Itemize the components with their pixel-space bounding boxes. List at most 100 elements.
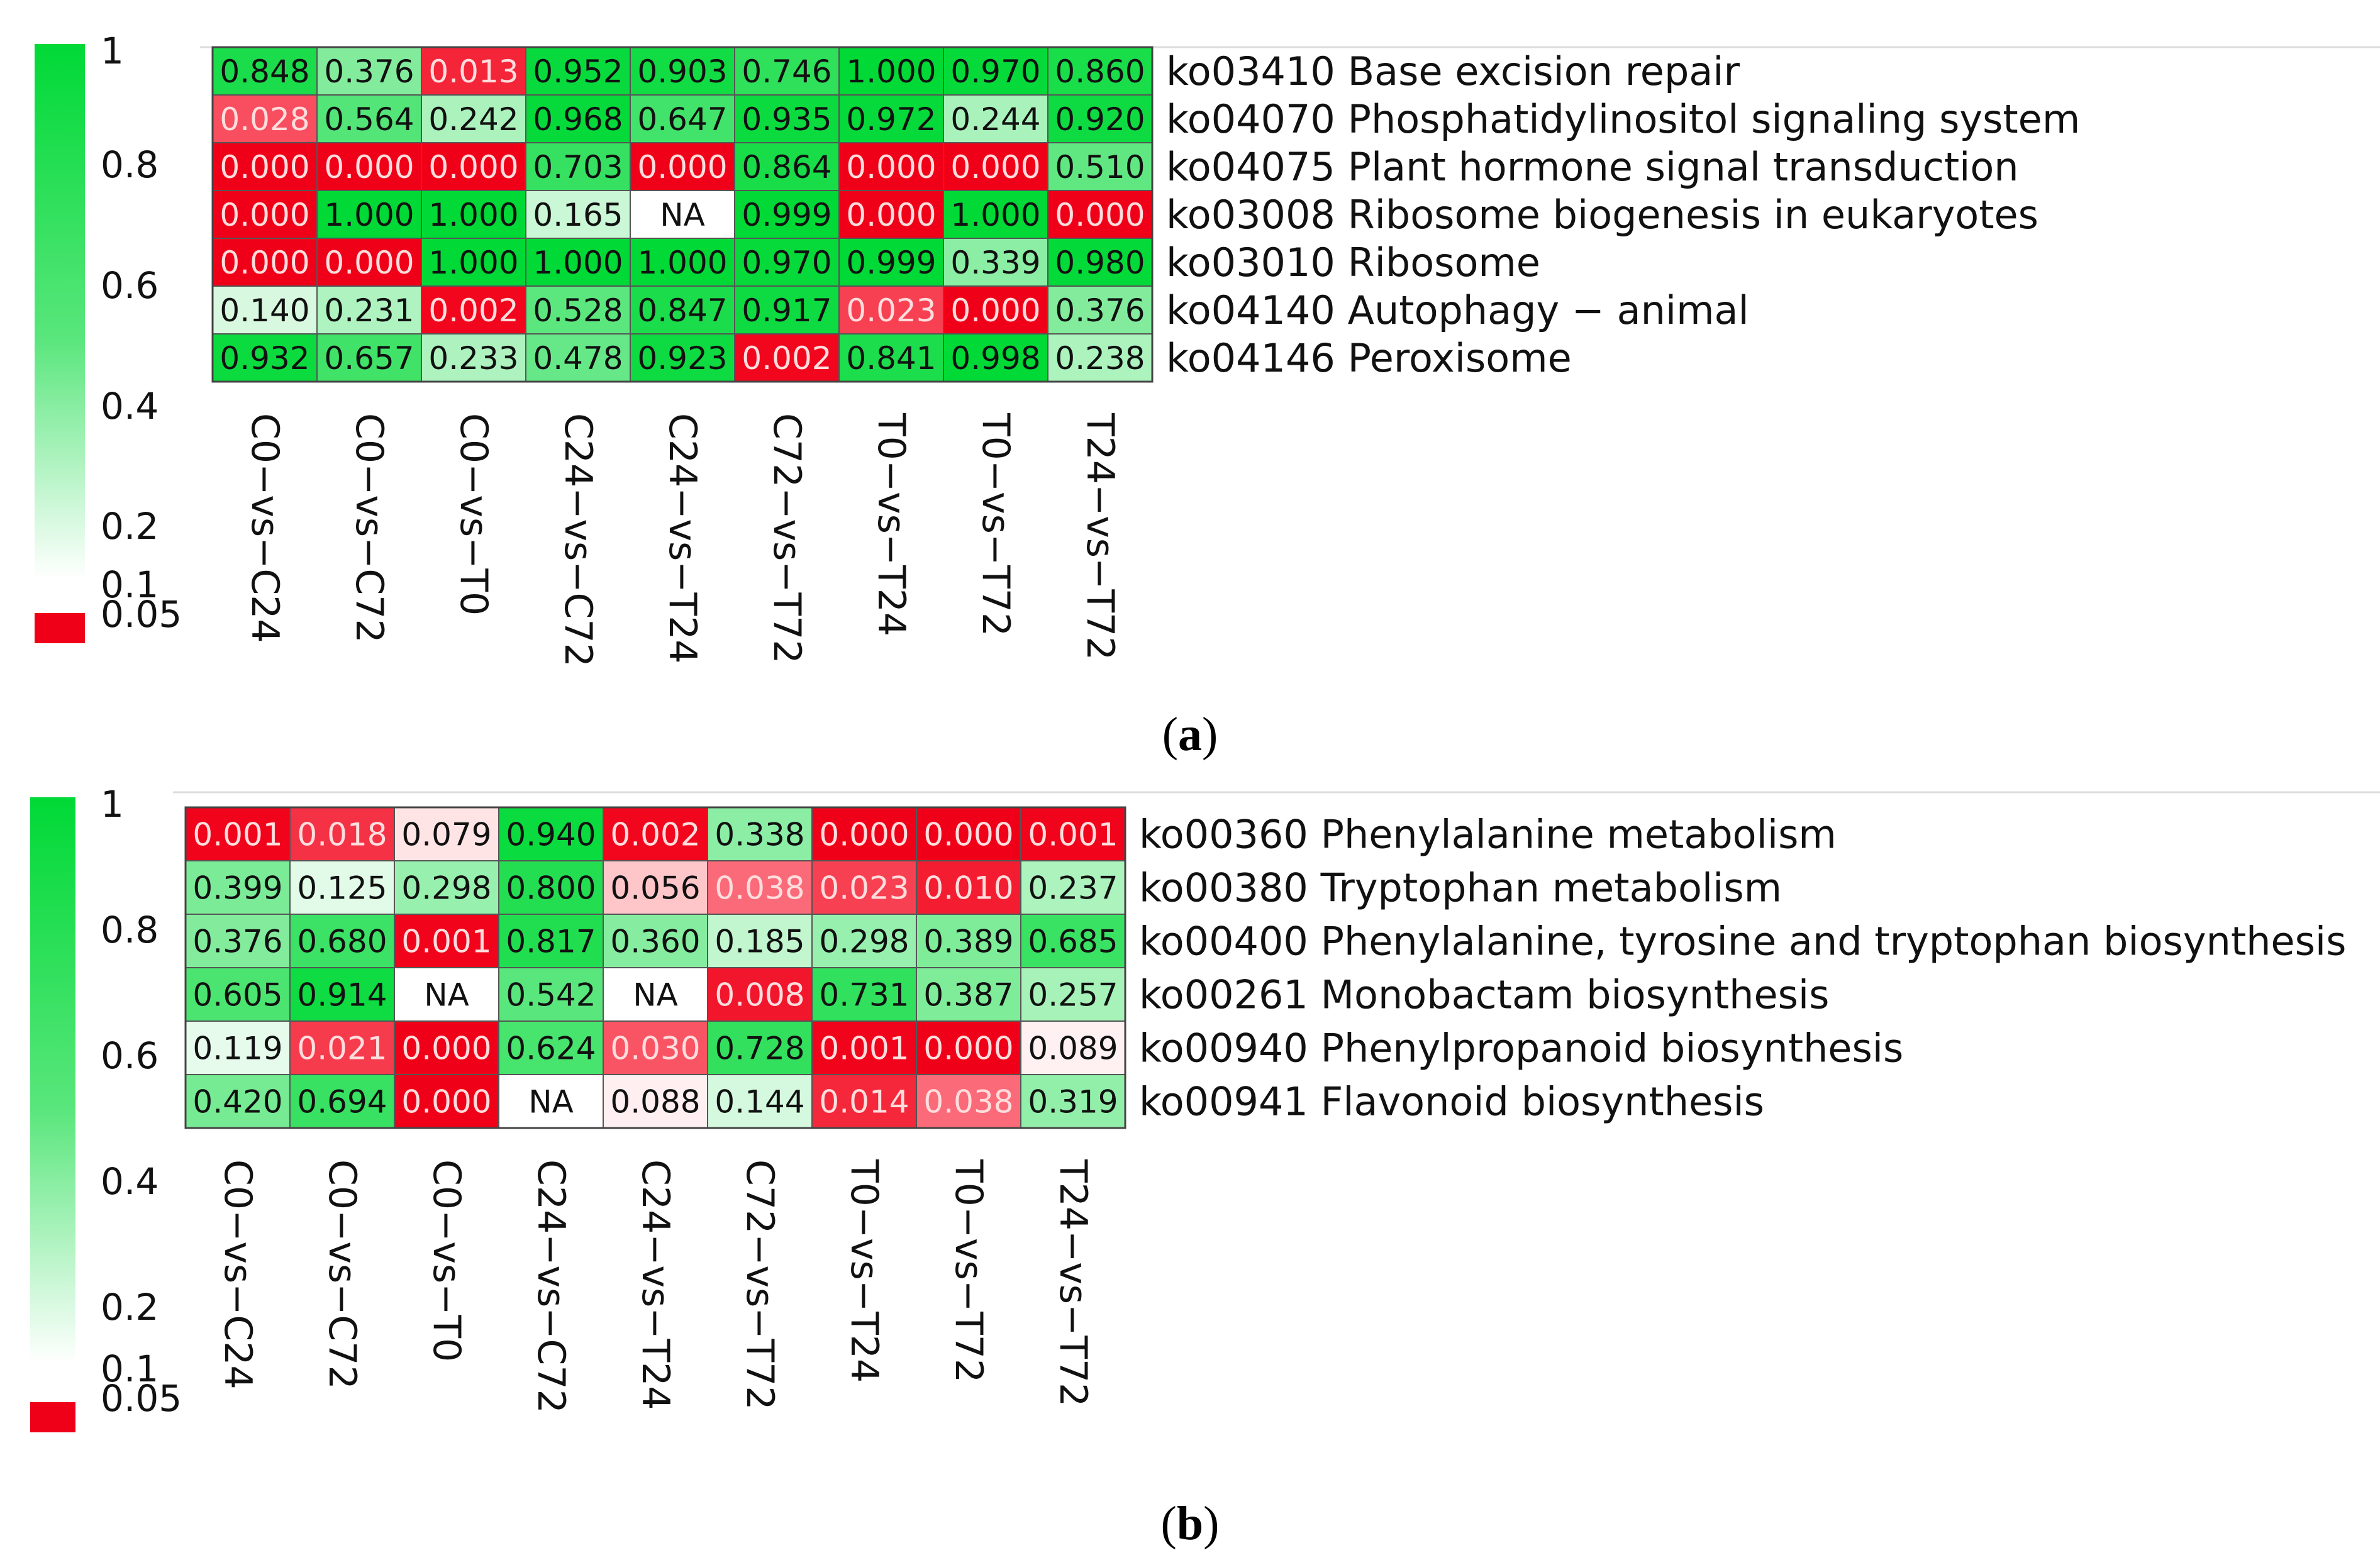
colorbar-a-tick-1: 1	[101, 30, 124, 72]
cell-value: 0.001	[1028, 817, 1118, 853]
cell-value: 0.023	[819, 870, 909, 907]
column-label: C72−vs−T72	[738, 1159, 782, 1410]
column-label: C24−vs−T24	[633, 1159, 677, 1410]
heatmap-cell	[1047, 47, 1153, 96]
heatmap-cell	[394, 1074, 499, 1129]
cell-value: 0.038	[715, 870, 804, 907]
heatmap-cell	[498, 967, 604, 1022]
heatmap-cell	[603, 967, 708, 1022]
cell-value: 0.013	[428, 53, 518, 90]
column-label: T0−vs−T72	[974, 412, 1018, 636]
heatmap-b-svg: 0.001 0.018 0.079 0.940 0.002 0.338 0.000 0.000…	[30, 791, 2380, 1432]
heatmap-cell	[734, 190, 840, 239]
heatmap-cell	[603, 914, 708, 968]
cell-value: 0.998	[950, 340, 1040, 377]
cell-value: 0.119	[192, 1031, 282, 1067]
cell-value: 0.564	[324, 101, 414, 138]
heatmap-cell	[734, 94, 840, 143]
cell-value: 0.242	[428, 101, 518, 138]
row-label: ko00400 Phenylalanine, tyrosine and tryp…	[1139, 919, 2346, 965]
column-label: C24−vs−T24	[660, 413, 704, 664]
cell-value: 0.000	[637, 149, 727, 185]
colorbar-a-tick-0.1: 0.1	[101, 563, 159, 606]
heatmap-cell	[734, 142, 840, 191]
cell-value: 1.000	[324, 197, 414, 233]
column-label: C0−vs−T0	[452, 413, 496, 616]
cell-value: 0.000	[401, 1031, 491, 1067]
heatmap-cell	[185, 967, 291, 1022]
heatmap-cell	[603, 1020, 708, 1075]
cell-value: 0.389	[923, 924, 1013, 960]
heatmap-cell	[289, 860, 395, 915]
cell-value: 0.510	[1055, 149, 1145, 185]
column-label: T0−vs−T24	[842, 1159, 886, 1383]
cell-value: 0.001	[192, 817, 282, 853]
heatmap-cell	[525, 94, 631, 143]
heatmap-cell	[212, 333, 318, 382]
cell-value: 0.657	[324, 340, 414, 377]
cell-value: 0.001	[401, 924, 491, 960]
panel-label-b: (b)	[1160, 1497, 1220, 1550]
heatmap-cell	[811, 1074, 917, 1129]
heatmap-cell	[498, 1074, 604, 1129]
cell-value: 0.298	[401, 870, 491, 907]
heatmap-panel-a: 0.848 0.376 0.013 0.952 0.903 0.746 1.000 0.970…	[0, 0, 2380, 773]
cell-value: 0.999	[846, 245, 936, 281]
cell-value: NA	[424, 977, 469, 1014]
heatmap-cell	[1047, 94, 1153, 143]
cell-value: 0.028	[220, 101, 309, 138]
heatmap-cell	[316, 190, 422, 239]
heatmap-cell	[1020, 1074, 1126, 1129]
heatmap-cell	[212, 238, 318, 287]
heatmap-cell	[943, 142, 1048, 191]
cell-value: 0.972	[846, 101, 936, 138]
row-label: ko03008 Ribosome biogenesis in eukaryote…	[1166, 192, 2038, 238]
cell-value: 0.980	[1055, 245, 1145, 281]
cell-value: 0.056	[610, 870, 700, 907]
heatmap-cell	[316, 47, 422, 96]
row-label: ko03410 Base excision repair	[1166, 48, 1740, 94]
heatmap-cell	[1020, 860, 1126, 915]
colorbar-b-tick-0.6: 0.6	[101, 1034, 159, 1077]
cell-value: 0.144	[715, 1084, 804, 1120]
cell-value: 0.140	[220, 292, 309, 329]
column-label: T0−vs−T24	[869, 412, 913, 636]
cell-value: 1.000	[428, 245, 518, 281]
cell-value: 0.030	[610, 1031, 700, 1067]
cell-value: 0.935	[742, 101, 831, 138]
cell-value: 0.860	[1055, 53, 1145, 90]
cell-value: 1.000	[428, 197, 518, 233]
heatmap-cell	[630, 94, 735, 143]
colorbar-a-tick-0.2: 0.2	[101, 505, 159, 548]
cell-value: 0.864	[742, 149, 831, 185]
cell-value: 0.338	[715, 817, 804, 853]
column-label: T24−vs−T72	[1051, 1159, 1095, 1407]
cell-value: 0.920	[1055, 101, 1145, 138]
colorbar-b-tick-0.1: 0.1	[101, 1347, 159, 1390]
heatmap-cell	[811, 967, 917, 1022]
cell-value: 0.694	[297, 1084, 387, 1120]
cell-value: 0.387	[923, 977, 1013, 1014]
cell-value: 0.376	[1055, 292, 1145, 329]
column-label: T24−vs−T72	[1078, 412, 1122, 660]
colorbar-a-tick-0.05: 0.05	[101, 593, 182, 636]
cell-value: 0.008	[715, 977, 804, 1014]
heatmap-cell	[603, 807, 708, 861]
cell-value: 0.703	[533, 149, 623, 185]
cell-value: 0.000	[220, 245, 309, 281]
cell-value: 0.420	[192, 1084, 282, 1120]
cell-value: 0.088	[610, 1084, 700, 1120]
heatmap-cell	[1047, 190, 1153, 239]
heatmap-cell	[498, 914, 604, 968]
cell-value: 0.298	[819, 924, 909, 960]
heatmap-cell	[525, 333, 631, 382]
heatmap-cell	[630, 190, 735, 239]
cell-value: 0.000	[324, 149, 414, 185]
cell-value: 0.257	[1028, 977, 1118, 1014]
column-label: C72−vs−T72	[765, 413, 809, 664]
row-label: ko00941 Flavonoid biosynthesis	[1139, 1079, 1764, 1125]
heatmap-cell	[289, 1020, 395, 1075]
heatmap-cell	[525, 190, 631, 239]
heatmap-cell	[316, 238, 422, 287]
row-label: ko04070 Phosphatidylinositol signaling s…	[1166, 96, 2080, 142]
